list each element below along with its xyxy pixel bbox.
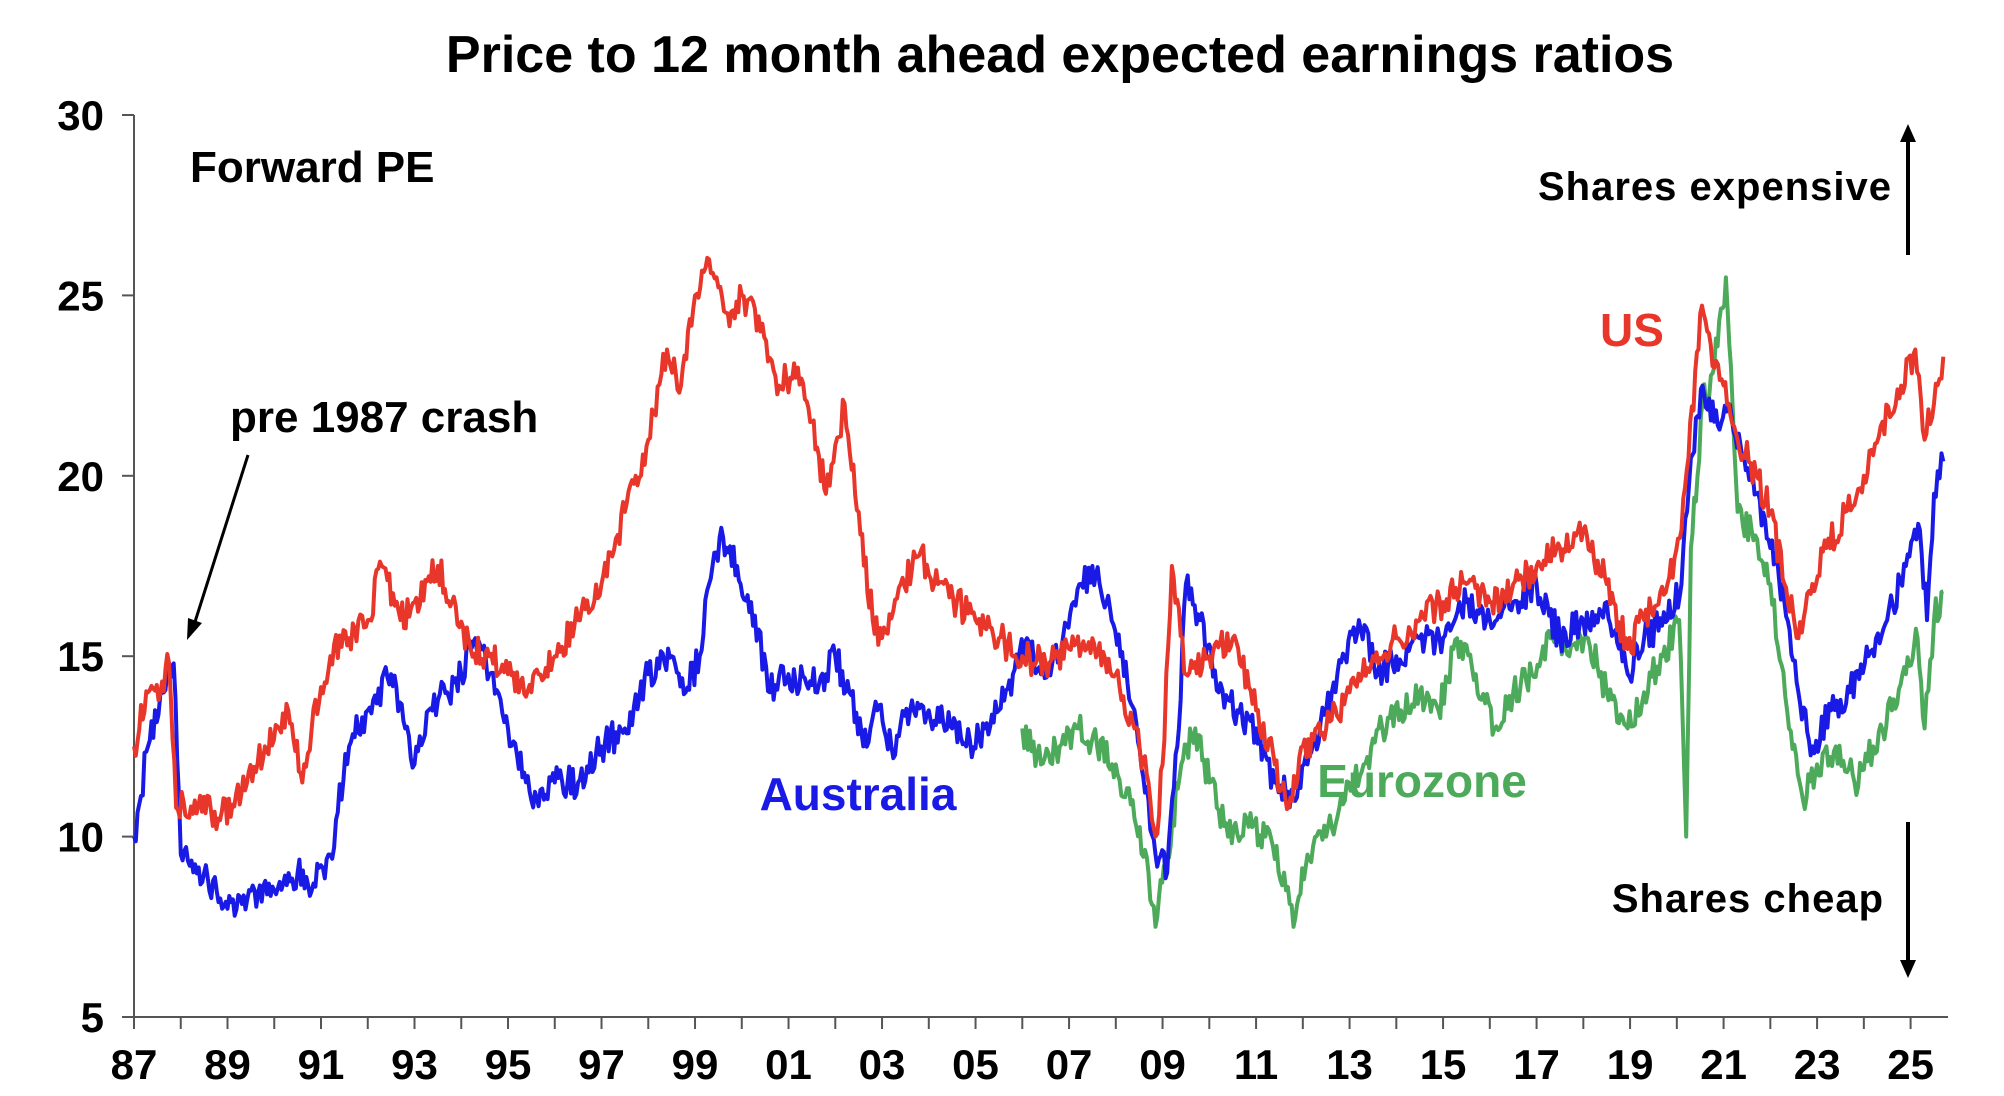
y-tick-label: 15 — [57, 633, 104, 680]
expensive-annotation: Shares expensive — [1538, 165, 1892, 209]
x-tick-label: 97 — [578, 1041, 625, 1088]
x-tick-label: 01 — [765, 1041, 812, 1088]
series-label-australia: Australia — [760, 768, 957, 820]
pre-crash-arrow-head — [187, 618, 202, 640]
series-line-australia — [132, 383, 1946, 918]
x-tick-label: 23 — [1794, 1041, 1841, 1088]
chart-subtitle: Forward PE — [190, 143, 435, 192]
expensive-arrow-head — [1900, 124, 1916, 142]
x-tick-label: 87 — [111, 1041, 158, 1088]
y-tick-label: 30 — [57, 92, 104, 139]
x-tick-label: 09 — [1139, 1041, 1186, 1088]
cheap-annotation: Shares cheap — [1612, 877, 1884, 921]
x-tick-label: 15 — [1420, 1041, 1467, 1088]
x-tick-label: 99 — [672, 1041, 719, 1088]
x-tick-label: 07 — [1046, 1041, 1093, 1088]
pre-crash-arrow-line — [192, 454, 250, 626]
x-tick-label: 19 — [1607, 1041, 1654, 1088]
y-tick-label: 5 — [81, 994, 104, 1041]
series-label-us: US — [1600, 304, 1664, 356]
pre-crash-annotation: pre 1987 crash — [230, 393, 538, 442]
y-tick-label: 10 — [57, 814, 104, 861]
series-line-us — [132, 255, 1946, 839]
x-axis: 87 89 91 93 95 97 99 01 03 05 07 09 11 13 15 17 19 21 23 25 — [111, 1016, 1948, 1088]
y-tick-label: 20 — [57, 453, 104, 500]
x-tick-label: 05 — [952, 1041, 999, 1088]
x-tick-label: 89 — [204, 1041, 251, 1088]
x-tick-label: 03 — [859, 1041, 906, 1088]
x-tick-label: 93 — [391, 1041, 438, 1088]
series-label-eurozone: Eurozone — [1317, 755, 1527, 807]
x-tick-label: 95 — [485, 1041, 532, 1088]
x-tick-label: 17 — [1513, 1041, 1560, 1088]
cheap-arrow-head — [1900, 960, 1916, 978]
x-tick-label: 21 — [1700, 1041, 1747, 1088]
x-tick-label: 13 — [1326, 1041, 1373, 1088]
x-tick-label: 91 — [298, 1041, 345, 1088]
chart-title: Price to 12 month ahead expected earning… — [446, 26, 1674, 84]
series-layer — [132, 255, 1946, 929]
x-tick-label: 25 — [1887, 1041, 1934, 1088]
y-tick-label: 25 — [57, 272, 104, 319]
x-tick-label: 11 — [1234, 1041, 1278, 1088]
y-axis: 5 10 15 20 25 30 — [57, 92, 135, 1041]
